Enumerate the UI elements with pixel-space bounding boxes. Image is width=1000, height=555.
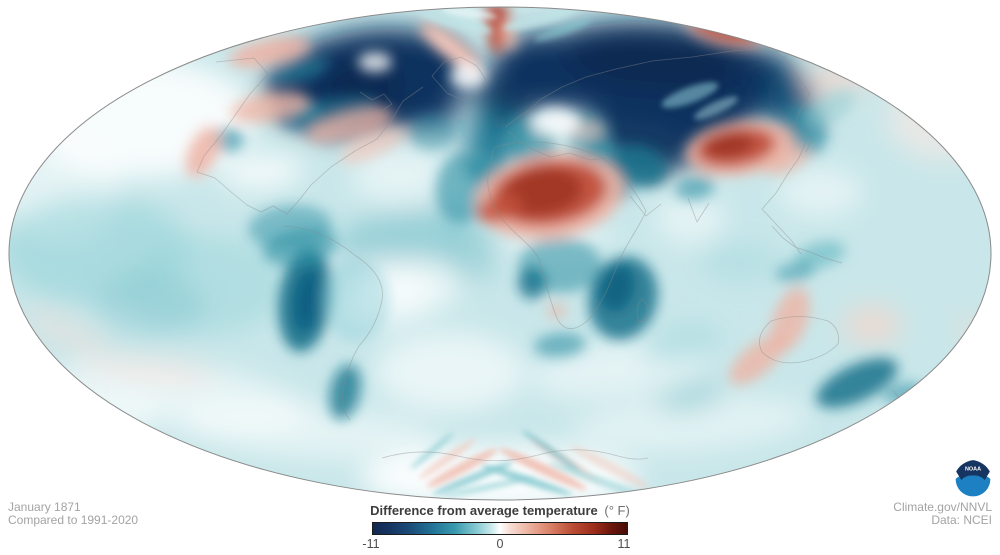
anomaly-region: [80, 356, 220, 384]
colorbar: [372, 522, 628, 535]
credit-data: Data: NCEI: [931, 513, 992, 527]
coastline-mediterranean: [507, 130, 607, 161]
anomaly-region: [694, 96, 738, 120]
coastline-north-america: [196, 57, 424, 215]
anomaly-region: [675, 175, 715, 201]
anomaly-region: [503, 168, 583, 216]
anomaly-region: [547, 304, 567, 318]
anomaly-region: [700, 242, 780, 282]
anomaly-region: [775, 261, 815, 283]
coastline-arabia: [629, 195, 662, 217]
legend-title-text: Difference from average temperature: [370, 503, 598, 518]
anomaly-region: [329, 364, 361, 420]
coastline-southeast-asia: [771, 225, 843, 264]
date-caption: January 1871 Compared to 1991-2020: [8, 501, 138, 527]
anomaly-region: [804, 89, 856, 127]
anomaly-region: [270, 56, 330, 84]
anomaly-region: [95, 273, 205, 337]
coastline-eurasia: [504, 47, 811, 255]
anomaly-region: [228, 36, 312, 68]
anomaly-region: [548, 461, 646, 499]
anomaly-region: [534, 332, 586, 358]
anomaly-region: [599, 264, 635, 312]
anomaly-region: [503, 7, 577, 31]
anomaly-region: [794, 240, 846, 270]
anomaly-region: [339, 128, 405, 164]
credit-caption: Climate.gov/NNVL Data: NCEI: [893, 501, 992, 527]
anomaly-region: [531, 108, 579, 136]
coastline-madagascar: [636, 298, 649, 323]
anomaly-region: [358, 52, 392, 72]
coastline-australia: [759, 316, 839, 364]
anomaly-region: [335, 207, 475, 263]
anomaly-region: [440, 224, 500, 280]
anomaly-region: [704, 132, 754, 158]
anomaly-region: [230, 91, 310, 123]
date-line: January 1871: [8, 500, 81, 514]
anomaly-region: [499, 448, 587, 490]
anomaly-region: [322, 258, 390, 342]
anomaly-region: [477, 193, 523, 223]
legend-title-unit: (° F): [604, 503, 630, 518]
anomaly-region: [816, 358, 898, 408]
coastline-india: [687, 197, 710, 223]
anomaly-region: [441, 476, 535, 498]
anomaly-region: [427, 29, 473, 65]
anomaly-region: [570, 396, 810, 452]
baseline-line: Compared to 1991-2020: [8, 513, 139, 527]
anomaly-region: [180, 404, 440, 460]
noaa-logo: NOAA: [955, 460, 991, 497]
anomaly-region: [778, 168, 862, 216]
anomaly-region: [220, 153, 304, 191]
anomaly-region: [842, 305, 902, 345]
anomaly-region: [640, 327, 720, 363]
noaa-logo-lower-circle: [955, 472, 991, 497]
coastline-greenland: [431, 56, 487, 101]
anomaly-region: [185, 126, 221, 178]
coastline-antarctica: [381, 449, 649, 462]
coastline-japan: [805, 127, 813, 153]
anomaly-region: [408, 114, 456, 150]
colorbar-tick-mid: 0: [496, 537, 504, 551]
coastline-africa: [487, 141, 647, 330]
coastline-hudson-bay: [359, 91, 393, 113]
anomaly-region: [418, 10, 492, 34]
anomaly-region: [419, 439, 475, 479]
anomaly-region: [729, 335, 785, 385]
anomaly-region: [248, 204, 332, 250]
anomaly-region: [212, 128, 244, 152]
credit-source: Climate.gov/NNVL: [893, 500, 992, 514]
anomaly-region: [293, 268, 321, 332]
noaa-logo-text: NOAA: [965, 467, 981, 473]
map-outline: [8, 6, 992, 501]
colorbar-tick-min: -11: [362, 537, 380, 551]
anomaly-region: [612, 144, 668, 188]
anomaly-region: [534, 18, 592, 42]
anomaly-region: [375, 332, 525, 412]
anomaly-region: [306, 107, 394, 143]
anomaly-region: [655, 382, 725, 414]
anomaly-region: [23, 310, 107, 354]
anomaly-region: [518, 267, 546, 299]
anomaly-region: [764, 146, 810, 176]
anomaly-region: [571, 445, 649, 489]
anomaly-region: [661, 82, 719, 108]
anomaly-region: [352, 145, 448, 205]
anomaly-region: [426, 448, 498, 488]
colorbar-tick-max: 11: [617, 537, 631, 551]
anomaly-region: [410, 432, 454, 470]
noaa-logo-upper-fan: [956, 460, 990, 481]
anomaly-region: [481, 464, 573, 496]
legend-title: Difference from average temperature (° F…: [250, 503, 750, 518]
coastline-south-america: [283, 225, 383, 421]
anomaly-region: [521, 430, 585, 474]
anomaly-region: [450, 63, 486, 89]
anomaly-region: [442, 7, 498, 19]
anomaly-region: [656, 192, 724, 244]
coastlines: [196, 47, 909, 462]
anomaly-region: [565, 31, 755, 93]
